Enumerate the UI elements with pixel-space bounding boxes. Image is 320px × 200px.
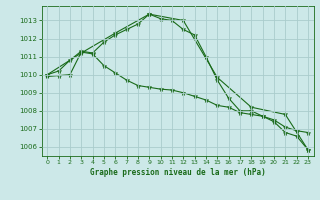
X-axis label: Graphe pression niveau de la mer (hPa): Graphe pression niveau de la mer (hPa) <box>90 168 266 177</box>
